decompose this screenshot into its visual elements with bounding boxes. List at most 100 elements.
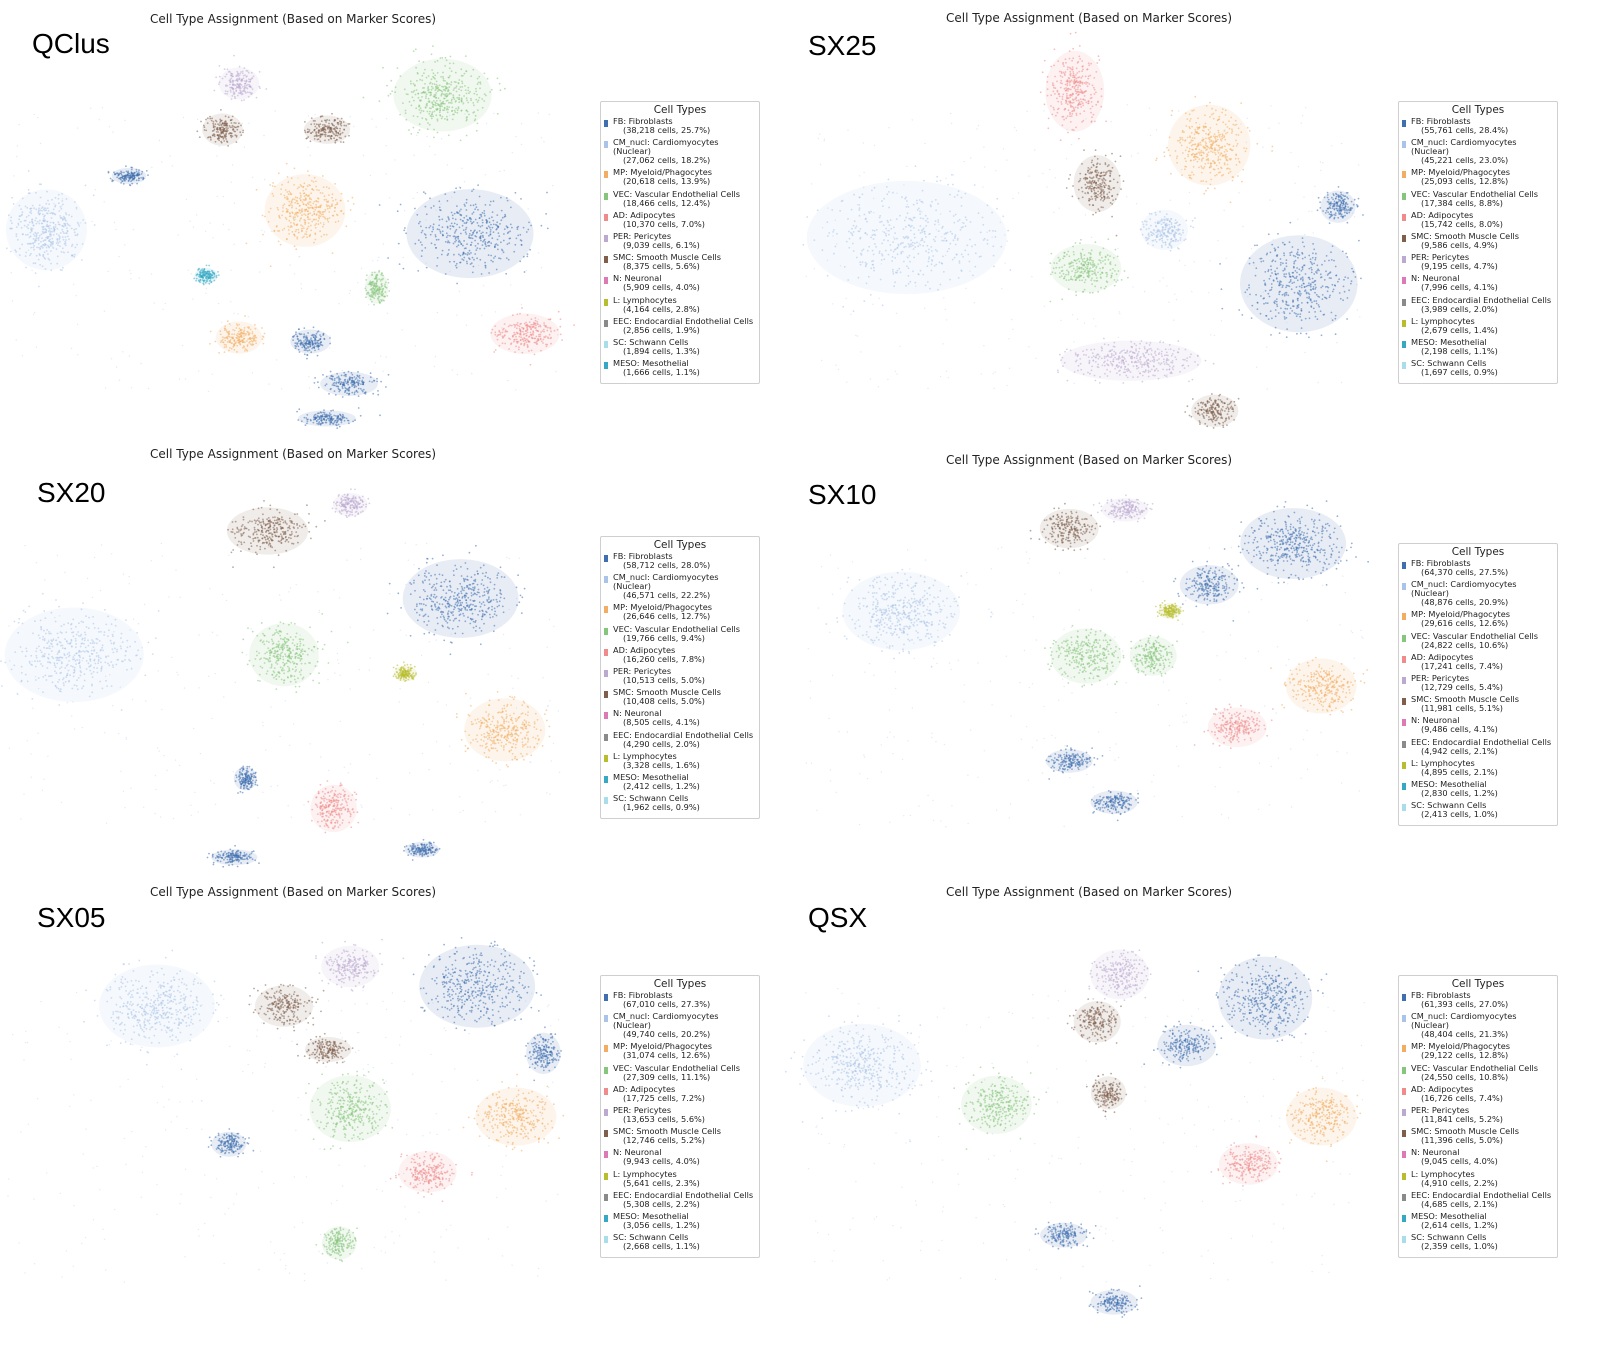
cluster-halo — [398, 1151, 457, 1193]
legend-swatch — [1402, 761, 1406, 769]
legend-stats: (24,550 cells, 10.8%) — [1411, 1072, 1538, 1082]
legend-item-per: PER: Pericytes (9,195 cells, 4.7%) — [1399, 253, 1557, 271]
cluster-fb — [1197, 954, 1328, 1042]
legend-item-fb: FB: Fibroblasts (61,393 cells, 27.0%) — [1399, 991, 1557, 1009]
legend-stats: (2,413 cells, 1.0%) — [1411, 810, 1498, 819]
legend-label: MESO: Mesothelial — [613, 772, 700, 782]
panel-label: QClus — [32, 28, 110, 60]
legend-stats: (17,725 cells, 7.2%) — [613, 1093, 705, 1103]
cluster-halo — [320, 371, 378, 396]
cluster-mp — [1285, 1077, 1362, 1163]
legend-swatch — [604, 1087, 608, 1095]
legend-item-smc: SMC: Smooth Muscle Cells (12,746 cells, 5… — [601, 1127, 759, 1145]
legend-item-meso: MESO: Mesothelial (2,830 cells, 1.2%) — [1399, 779, 1557, 798]
legend-item-eec: EEC: Endocardial Endothelial Cells (5,308… — [601, 1190, 759, 1209]
legend-swatch — [1402, 782, 1406, 790]
legend-item-sc: SC: Schwann Cells (2,359 cells, 1.0%) — [1399, 1233, 1557, 1251]
plot-title: Cell Type Assignment (Based on Marker Sc… — [150, 885, 436, 899]
legend-item-per: PER: Pericytes (12,729 cells, 5.4%) — [1399, 673, 1557, 692]
cluster-halo — [1050, 244, 1122, 293]
legend-label: N: Neuronal — [1411, 716, 1498, 725]
umap-scatter — [5, 45, 575, 429]
legend-swatch — [604, 754, 608, 762]
legend-label: AD: Adipocytes — [1411, 210, 1503, 220]
legend-item-cm-nucl: CM_nucl: Cardiomyocytes (Nuclear) (48,404… — [1399, 1012, 1557, 1039]
legend-swatch — [604, 171, 608, 179]
legend-swatch — [604, 277, 608, 285]
legend-stats: (2,412 cells, 1.2%) — [613, 781, 700, 791]
legend-item-fb: FB: Fibroblasts (67,010 cells, 27.3%) — [601, 991, 759, 1009]
cluster-fb — [386, 544, 526, 656]
legend-item-vec: VEC: Vascular Endothelial Cells (18,466 c… — [601, 189, 759, 208]
legend-stats: (29,616 cells, 12.6%) — [1411, 619, 1510, 628]
legend-label: SC: Schwann Cells — [613, 337, 700, 347]
cluster-mp — [1270, 656, 1368, 716]
legend-item-sc: SC: Schwann Cells (1,962 cells, 0.9%) — [601, 794, 759, 812]
legend-label: N: Neuronal — [613, 274, 700, 283]
legend-stats: (29,122 cells, 12.8%) — [1411, 1051, 1510, 1060]
background-points — [805, 104, 1361, 390]
cluster-halo — [490, 313, 560, 354]
legend-item-ad: AD: Adipocytes (16,726 cells, 7.4%) — [1399, 1084, 1557, 1103]
legend-stats: (48,876 cells, 20.9%) — [1411, 598, 1557, 607]
legend-item-mp: MP: Myeloid/Phagocytes (31,074 cells, 12.… — [601, 1042, 759, 1060]
cluster-cm-nucl — [83, 949, 222, 1066]
legend-label: VEC: Vascular Endothelial Cells — [1411, 1063, 1538, 1073]
legend-title: Cell Types — [601, 978, 759, 990]
legend-item-l: L: Lymphocytes (3,328 cells, 1.6%) — [601, 751, 759, 770]
legend-label: N: Neuronal — [613, 1148, 700, 1157]
legend-label: AD: Adipocytes — [1411, 652, 1503, 662]
legend-item-ad: AD: Adipocytes (10,370 cells, 7.0%) — [601, 210, 759, 229]
legend-label: L: Lymphocytes — [613, 751, 700, 761]
legend-swatch — [604, 362, 608, 370]
legend-stats: (13,653 cells, 5.6%) — [613, 1114, 705, 1124]
legend-swatch — [604, 1236, 608, 1244]
umap-panel-qsx: Cell Type Assignment (Based on Marker Sc… — [784, 885, 1612, 1353]
legend-swatch — [604, 775, 608, 783]
cluster-vec — [241, 613, 349, 694]
legend-stats: (27,309 cells, 11.1%) — [613, 1072, 740, 1082]
legend-item-smc: SMC: Smooth Muscle Cells (11,981 cells, 5… — [1399, 695, 1557, 713]
legend-label: MESO: Mesothelial — [1411, 337, 1498, 347]
legend-label: SMC: Smooth Muscle Cells — [1411, 695, 1519, 704]
legend: Cell Types FB: Fibroblasts (38,218 cells, … — [600, 101, 760, 385]
plot-title: Cell Type Assignment (Based on Marker Sc… — [946, 453, 1232, 467]
cluster-halo — [310, 784, 357, 833]
legend-stats: (5,909 cells, 4.0%) — [613, 283, 700, 292]
legend-swatch — [1402, 1066, 1406, 1074]
legend-label: VEC: Vascular Endothelial Cells — [1411, 631, 1538, 641]
panel-label: SX20 — [37, 477, 106, 509]
cluster-ad — [1210, 1135, 1282, 1187]
legend-stats: (10,513 cells, 5.0%) — [613, 675, 705, 685]
legend-label: FB: Fibroblasts — [1411, 559, 1508, 568]
cluster-ad — [1193, 703, 1274, 750]
legend-label: MP: Myeloid/Phagocytes — [613, 603, 712, 612]
legend-swatch — [1402, 340, 1406, 348]
cluster-vec — [953, 1066, 1048, 1150]
legend-stats: (2,198 cells, 1.1%) — [1411, 346, 1498, 356]
legend-swatch — [604, 576, 608, 584]
cluster-cm-nucl — [5, 170, 96, 288]
cluster-l — [1155, 599, 1185, 622]
legend-item-sc: SC: Schwann Cells (2,668 cells, 1.1%) — [601, 1233, 759, 1251]
legend-item-l: L: Lymphocytes (5,641 cells, 2.3%) — [601, 1169, 759, 1188]
legend-stats: (12,729 cells, 5.4%) — [1411, 682, 1503, 692]
legend-swatch — [1402, 141, 1406, 149]
legend-stats: (67,010 cells, 27.3%) — [613, 1000, 710, 1009]
legend-swatch — [604, 1130, 608, 1138]
legend-item-meso: MESO: Mesothelial (3,056 cells, 1.2%) — [601, 1211, 759, 1230]
legend-item-vec: VEC: Vascular Endothelial Cells (27,309 c… — [601, 1063, 759, 1082]
cluster-cm-nucl — [0, 592, 160, 711]
legend-title: Cell Types — [1399, 104, 1557, 116]
legend-label: MP: Myeloid/Phagocytes — [1411, 168, 1510, 177]
legend-swatch — [604, 1193, 608, 1201]
legend-label: PER: Pericytes — [1411, 253, 1498, 262]
legend-stats: (31,074 cells, 12.6%) — [613, 1051, 712, 1060]
legend-stats: (11,396 cells, 5.0%) — [1411, 1136, 1519, 1145]
legend-item-sc: SC: Schwann Cells (1,697 cells, 0.9%) — [1399, 359, 1557, 377]
panel-label: SX25 — [808, 30, 877, 62]
cluster-fb — [412, 937, 542, 1032]
cluster-smc — [1184, 393, 1240, 429]
legend-item-sc: SC: Schwann Cells (2,413 cells, 1.0%) — [1399, 801, 1557, 819]
legend-swatch — [1402, 740, 1406, 748]
